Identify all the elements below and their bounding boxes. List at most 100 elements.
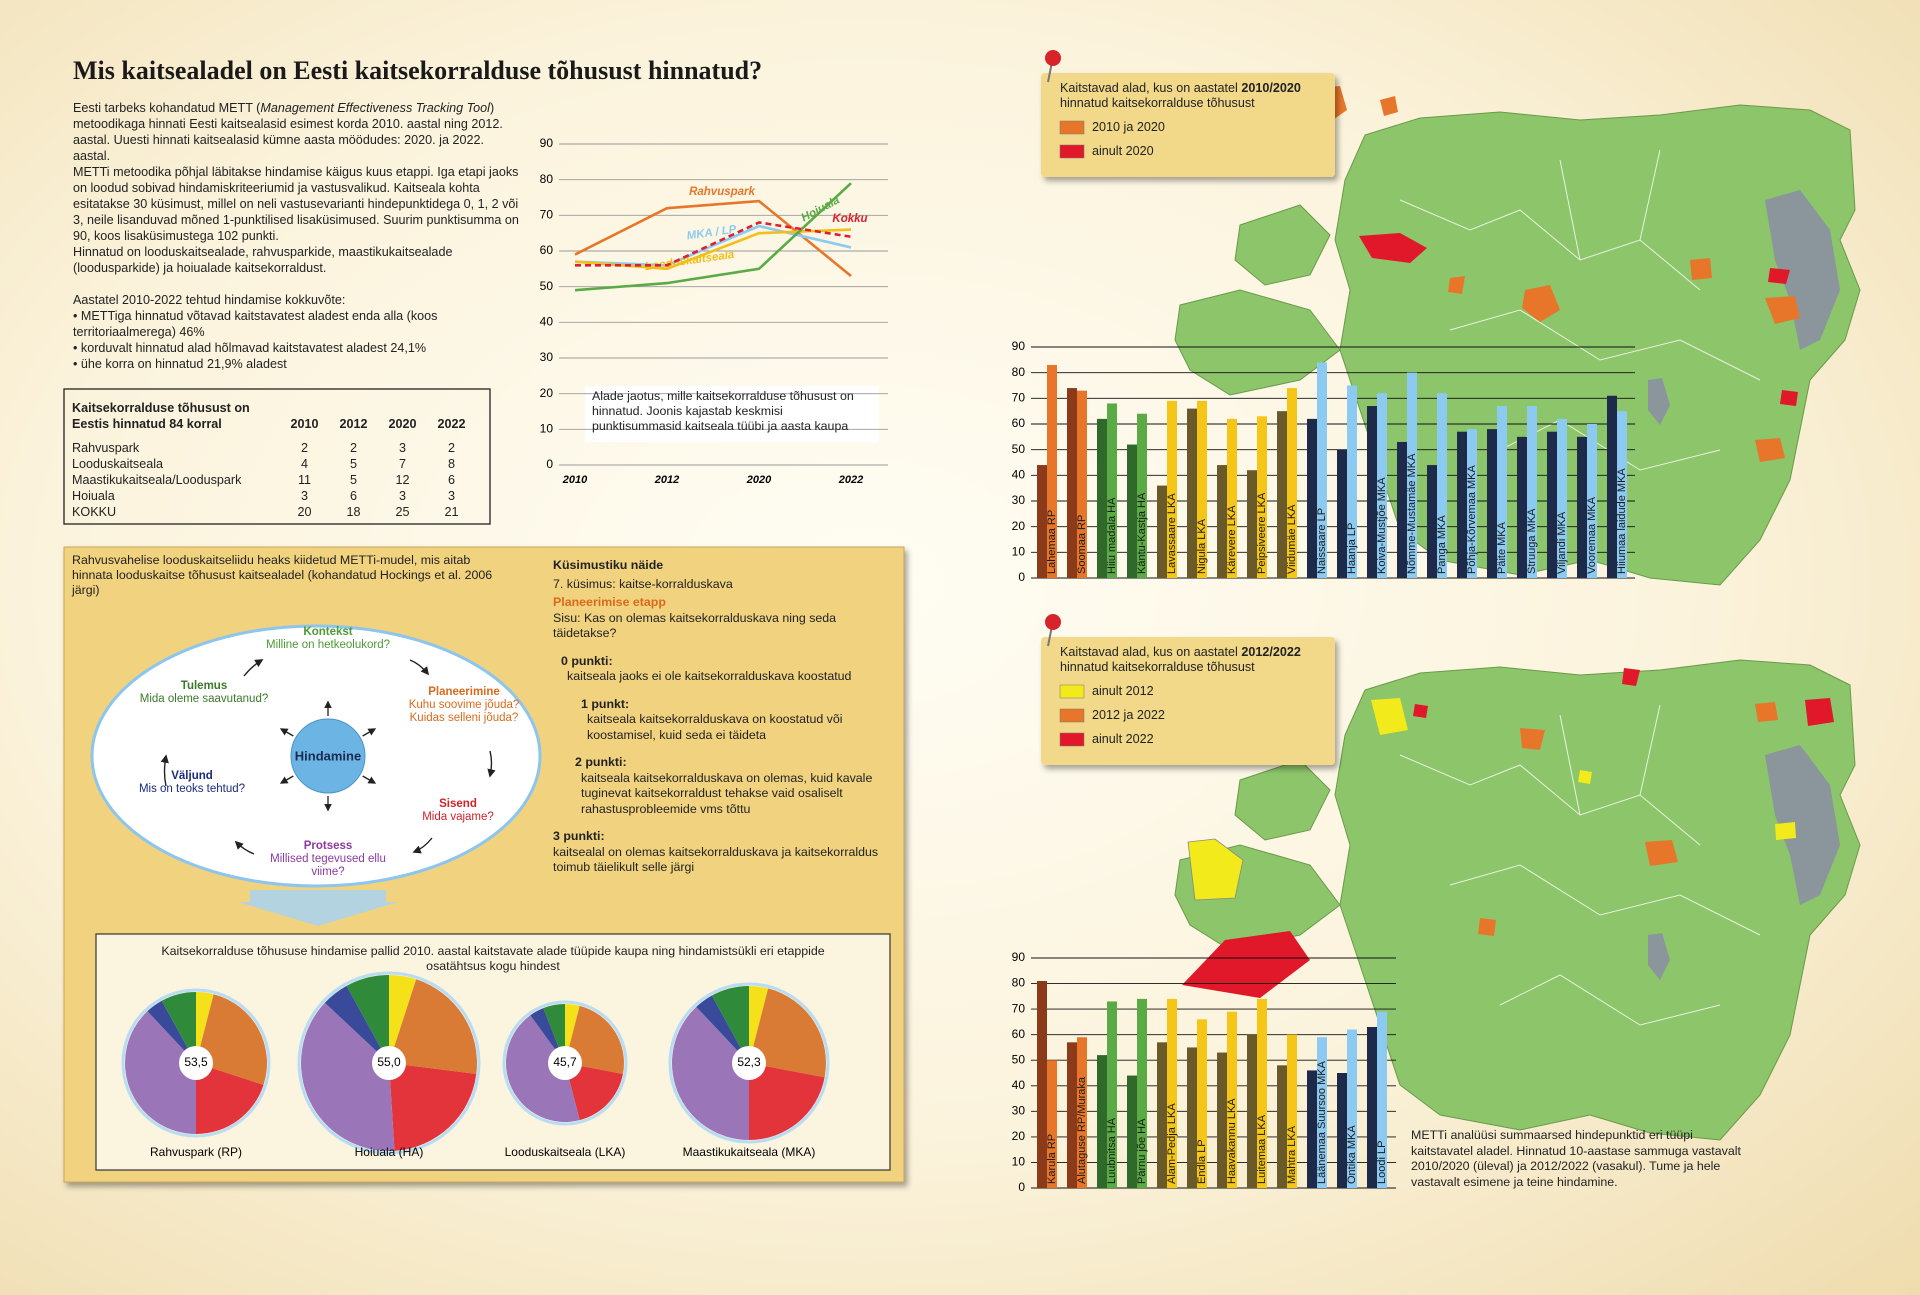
x-tick-label: 2022 bbox=[838, 474, 863, 486]
bar bbox=[1367, 406, 1377, 578]
cycle-stage: Tulemus Mida oleme saavutanud? bbox=[134, 680, 274, 706]
column-header: 2010 bbox=[290, 416, 319, 431]
cycle-center-label: Hindamine bbox=[295, 748, 361, 763]
bar bbox=[1037, 465, 1047, 578]
x-tick-label: Pärnu jõe HA bbox=[1136, 1118, 1148, 1184]
bar bbox=[1587, 424, 1597, 578]
spacer bbox=[72, 432, 476, 440]
bar bbox=[1347, 1029, 1357, 1188]
pie-center-label: 55,0 bbox=[377, 1055, 401, 1069]
pie-center-label: 53,5 bbox=[184, 1055, 208, 1069]
pie-rim bbox=[668, 982, 830, 1144]
x-tick-label: Karula RP bbox=[1046, 1134, 1058, 1184]
answer: 3 punkti: kaitsealal on olemas kaitsekorr… bbox=[553, 829, 883, 876]
bar bbox=[1337, 1073, 1347, 1188]
row-label: Hoiuala bbox=[72, 488, 115, 503]
x-tick-label: Hiiumaa laidude MKA bbox=[1616, 468, 1628, 574]
spoke bbox=[362, 775, 377, 784]
page-title: Mis kaitsealadel on Eesti kaitsekorraldu… bbox=[73, 56, 763, 85]
bar bbox=[1097, 418, 1107, 578]
pie-title: Maastikukaitseala (MKA) bbox=[683, 1145, 816, 1159]
line-series bbox=[574, 224, 852, 267]
bar bbox=[1257, 416, 1267, 578]
stage-question: Milline on hetkeolukord? bbox=[265, 639, 391, 651]
y-tick-label: 0 bbox=[1018, 1180, 1025, 1194]
bar bbox=[1427, 465, 1437, 578]
bullet: • METTiga hinnatud võtavad kaitstavatest… bbox=[73, 309, 438, 339]
bar bbox=[1307, 1070, 1317, 1188]
x-tick-label: Struuga MKA bbox=[1526, 508, 1538, 574]
table-grid: 2010 2012 2020 2022 Rahvuspark 2 2 3 2 Looduskait… bbox=[72, 416, 476, 520]
text: Management Effectiveness Tracking Tool bbox=[260, 101, 490, 115]
column-header: 2012 bbox=[339, 416, 368, 431]
text: hinnatud kaitsekorralduse tõhusust bbox=[1060, 96, 1255, 110]
pie-center-label: 45,7 bbox=[553, 1055, 577, 1069]
legend-swatch bbox=[1059, 684, 1085, 699]
text: ) metoodikaga hinnati Eesti kaitsealasid… bbox=[73, 101, 503, 163]
bar bbox=[1197, 400, 1207, 578]
pie-slice bbox=[565, 1063, 623, 1121]
pie-slice bbox=[125, 1011, 196, 1134]
legend-label: ainult 2022 bbox=[1092, 732, 1154, 746]
bar bbox=[1137, 413, 1147, 578]
y-tick-label: 30 bbox=[540, 350, 554, 364]
y-tick-label: 40 bbox=[540, 315, 554, 329]
column-header: 2020 bbox=[388, 416, 417, 431]
bar bbox=[1557, 418, 1567, 578]
pie-slice bbox=[196, 992, 214, 1063]
pie-slice bbox=[672, 1006, 749, 1140]
bar bbox=[1167, 998, 1177, 1188]
cell: 6 bbox=[447, 472, 455, 487]
x-tick-label: Nõmme-Mustamäe MKA bbox=[1406, 453, 1418, 574]
answer-text: kaitseala kaitsekorralduskava on koostat… bbox=[587, 712, 843, 742]
answer-points: 0 punkti: bbox=[561, 653, 613, 668]
cell: 5 bbox=[349, 456, 357, 471]
x-tick-label: Luubnitsa HA bbox=[1106, 1117, 1118, 1184]
pin bbox=[1045, 50, 1061, 83]
pie-slice bbox=[389, 975, 417, 1063]
x-tick-label: Haanja LP bbox=[1346, 523, 1358, 574]
stage-question: Mida vajame? bbox=[422, 811, 494, 823]
answer-points: 3 punkti: bbox=[553, 829, 605, 843]
y-tick-label: 10 bbox=[1012, 1155, 1026, 1169]
pie-rim bbox=[502, 1000, 628, 1126]
y-tick-label: 0 bbox=[1018, 570, 1025, 584]
bar bbox=[1077, 1037, 1087, 1188]
y-tick-label: 60 bbox=[1012, 416, 1026, 430]
text: Kaitstavad alad, kus on aastatel bbox=[1060, 645, 1242, 659]
bar bbox=[1467, 429, 1477, 578]
cycle-center bbox=[290, 718, 366, 794]
row: Maastikukaitseala/Looduspark 11 5 12 6 bbox=[72, 472, 476, 488]
pin bbox=[1045, 614, 1061, 647]
y-tick-label: 70 bbox=[1012, 1001, 1026, 1015]
bar bbox=[1247, 1034, 1257, 1188]
y-tick-label: 30 bbox=[1012, 1104, 1026, 1118]
bar bbox=[1437, 393, 1447, 578]
bar bbox=[1187, 408, 1197, 578]
bar bbox=[1067, 388, 1077, 578]
legend-title: Kaitstavad alad, kus on aastatel 2010/20… bbox=[1060, 81, 1322, 111]
bar bbox=[1137, 998, 1147, 1188]
x-tick-label: Lahemaa RP bbox=[1046, 510, 1058, 574]
bar bbox=[1317, 362, 1327, 578]
legend-label: ainult 2012 bbox=[1092, 684, 1154, 698]
bar bbox=[1257, 998, 1267, 1188]
bar bbox=[1067, 1042, 1077, 1188]
stage-name: Protsess bbox=[303, 840, 353, 852]
annotation-bg bbox=[585, 386, 879, 442]
text: 2010/2020 bbox=[1241, 81, 1301, 95]
x-tick-label: Luitemaa LKA bbox=[1256, 1114, 1268, 1184]
y-tick-label: 40 bbox=[1012, 468, 1026, 482]
pie-slice bbox=[389, 1063, 477, 1151]
x-tick-label: Koiva-Mustjõe MKA bbox=[1376, 477, 1388, 574]
legend-label: ainult 2020 bbox=[1092, 144, 1154, 158]
bar bbox=[1277, 1065, 1287, 1188]
stage-name: Sisend bbox=[439, 798, 477, 810]
stage-question: Millised tegevused ellu viime? bbox=[270, 853, 386, 878]
y-tick-label: 20 bbox=[1012, 519, 1026, 533]
cycle-arrows bbox=[160, 659, 496, 855]
bar bbox=[1187, 1047, 1197, 1188]
bar bbox=[1547, 431, 1557, 578]
spoke bbox=[279, 728, 294, 737]
